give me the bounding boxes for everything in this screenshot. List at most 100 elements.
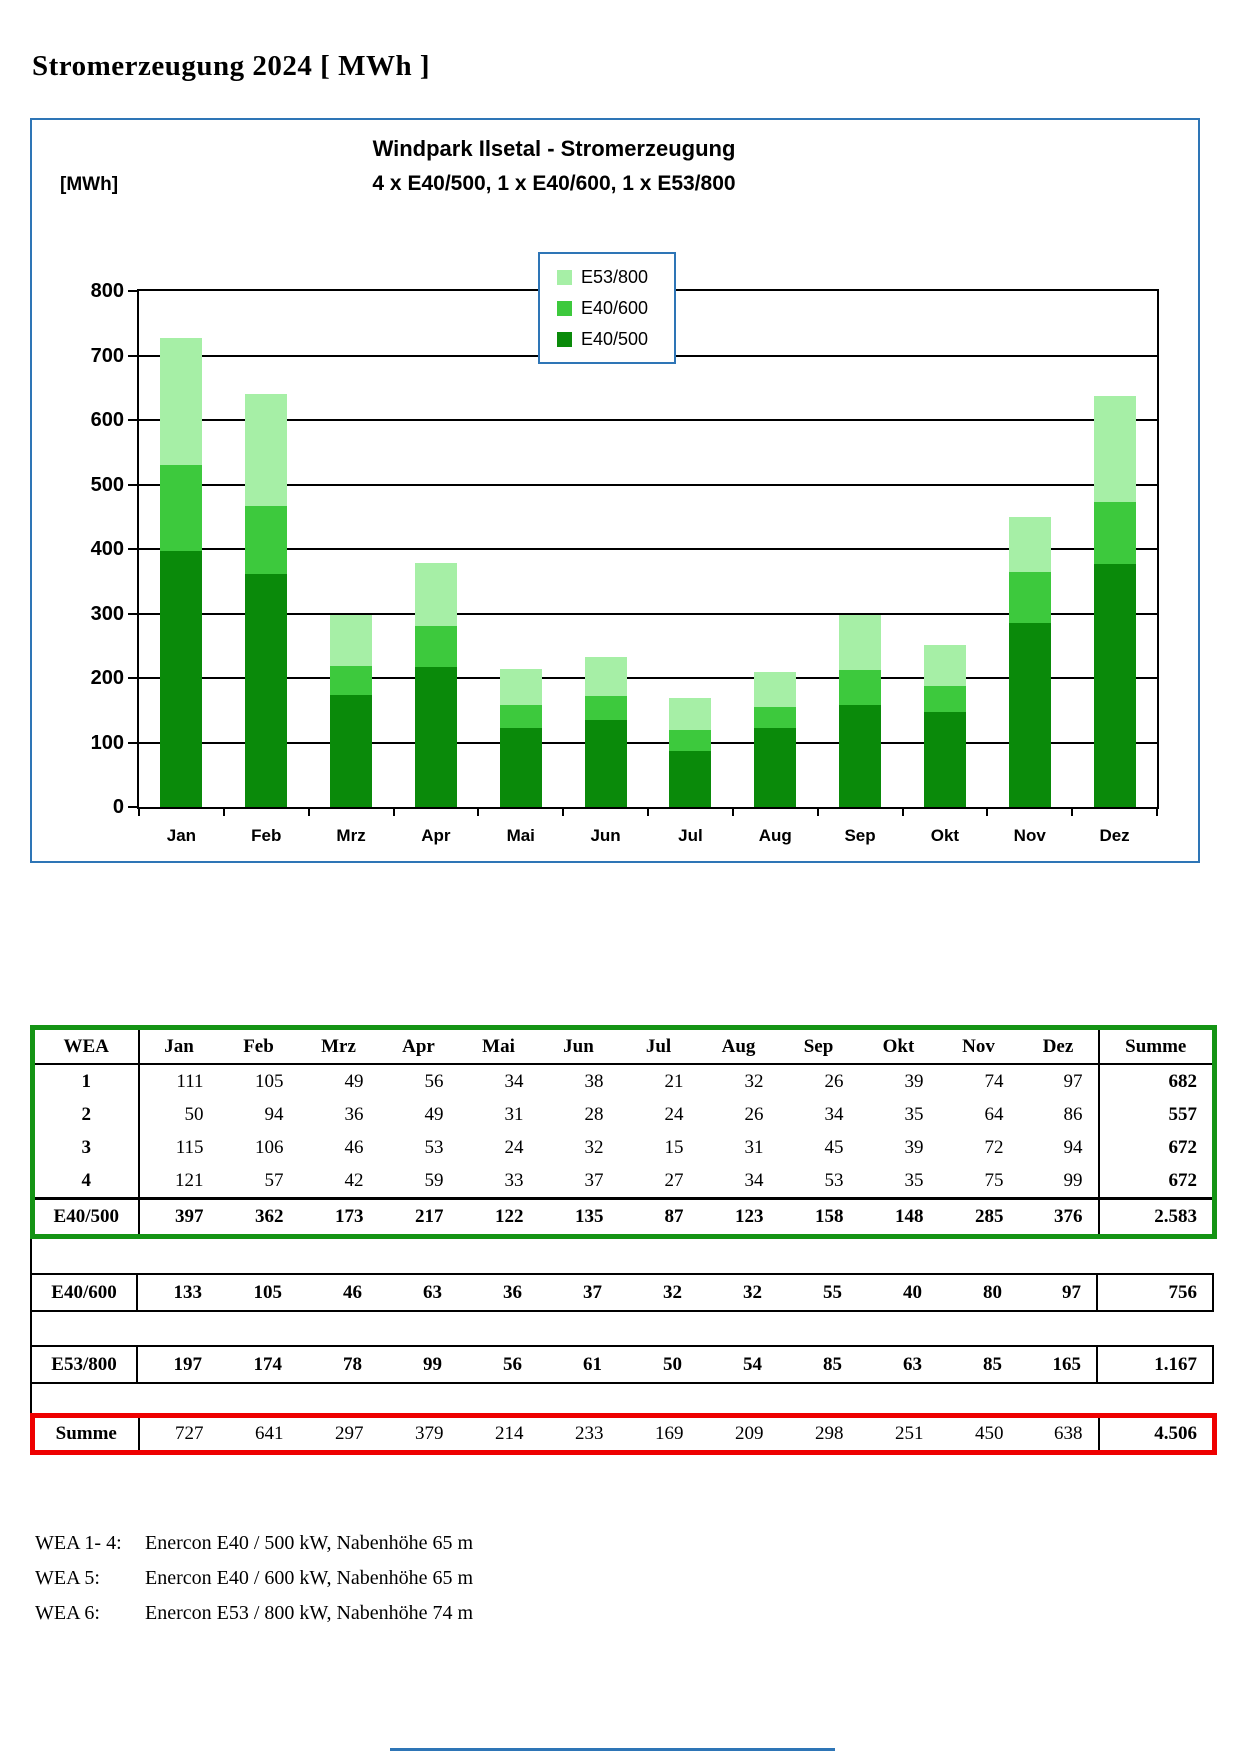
gridline [139,612,1157,615]
x-axis-tick [1071,809,1074,816]
value-cell: 26 [744,1103,764,1125]
y-axis-tick [128,483,137,486]
footnote-text: Enercon E53 / 800 kW, Nabenhöhe 74 m [145,1602,474,1624]
value-cell: Apr [378,1027,459,1065]
x-axis-label-nov: Nov [1013,826,1046,845]
x-axis-label-jan: Jan [166,826,197,845]
value-cell: 63 [423,1281,442,1303]
row-label-cell: E40/600 [31,1274,138,1311]
value-cell: 197 [173,1353,203,1375]
footnote-label: WEA 1- 4: [35,1532,122,1554]
value-cell: 285 [938,1197,1019,1237]
value-cell: 298 [815,1423,844,1444]
gridline [139,677,1157,679]
bar-segment-e40-600-mai [499,705,542,729]
value-cell: 26 [824,1070,844,1092]
bar-segment-e40-500-jun [584,719,627,807]
value-cell: 49 [344,1070,364,1092]
value-cell: 251 [895,1423,924,1444]
x-axis-label-apr: Apr [421,826,451,845]
value-cell: 209 [735,1423,764,1444]
bar-segment-e40-600-apr [414,626,457,668]
value-cell: 32 [743,1281,762,1303]
value-cell: 33 [504,1169,524,1191]
value-cell: 35 [904,1103,924,1125]
value-cell: 32 [744,1070,764,1092]
chart-legend: E53/800 E40/600 E40/500 [538,252,676,364]
y-axis-label: 0 [112,796,124,818]
bar-segment-e53-800-okt [923,645,966,686]
value-cell: 174 [253,1353,283,1375]
x-axis-label-jun: Jun [590,826,621,845]
value-cell: 55 [823,1281,842,1303]
x-axis-label-aug: Aug [758,826,792,845]
sum-cell: 682 [1097,1064,1215,1098]
value-cell: 64 [984,1103,1004,1125]
x-axis-tick [901,809,904,816]
legend-item-e40-600: E40/600 [557,293,674,324]
table-connector-line [30,1312,32,1345]
y-axis-tick [128,741,137,744]
legend-swatch-icon [557,332,572,347]
value-cell: 32 [584,1136,604,1158]
value-cell: 39 [904,1136,924,1158]
x-axis-label-dez: Dez [1099,826,1130,845]
value-cell: 53 [424,1136,444,1158]
bar-segment-e40-600-jul [669,730,712,751]
bar-segment-e40-600-dez [1093,501,1136,565]
y-axis-tick [128,806,137,808]
bar-segment-e53-800-dez [1093,395,1136,502]
value-cell: 59 [424,1169,444,1191]
bar-segment-e40-500-mai [499,728,542,807]
legend-item-e53-800: E53/800 [557,262,674,293]
plot-area [137,289,1159,809]
value-cell: 37 [584,1169,604,1191]
value-cell: 397 [138,1197,219,1237]
value-cell: 49 [424,1103,444,1125]
value-cell: 133 [173,1281,203,1303]
table-connector-line [30,1239,32,1273]
x-axis-tick [562,809,565,816]
sum-cell: Summe [1097,1027,1215,1065]
value-cell: 39 [904,1070,924,1092]
value-cell: 42 [344,1169,364,1191]
footnote-label: WEA 5: [35,1567,100,1589]
value-cell: 21 [664,1070,684,1092]
e53-800-row: E53/800 197 174 78 99 56 61 50 54 85 63 85 165 1.167 [31,1346,1213,1383]
bar-segment-e40-600-okt [923,685,966,712]
value-cell: 54 [743,1353,762,1375]
value-cell: 105 [255,1070,284,1092]
page-title: Stromerzeugung 2024 [ MWh ] [32,50,430,82]
legend-swatch-icon [557,301,572,316]
value-cell: 111 [176,1070,204,1092]
row-label-cell: E53/800 [31,1346,138,1383]
footnote-label: WEA 6: [35,1602,100,1624]
y-axis-tick [128,354,137,357]
value-cell: 233 [575,1423,604,1444]
value-cell: 32 [663,1281,682,1303]
wea-row-1: 1 111 105 49 56 34 38 21 32 26 39 74 97 682 [32,1064,1215,1098]
value-cell: 169 [655,1423,684,1444]
bar-segment-e40-500-mrz [330,695,373,807]
bar-segment-e40-500-apr [414,667,457,807]
value-cell: 31 [504,1103,524,1125]
e40-500-total-row: E40/500 397 362 173 217 122 135 87 123 158 148 285 3… [32,1197,1215,1237]
value-cell: 53 [824,1169,844,1191]
x-axis-tick [816,809,819,816]
value-cell: 94 [264,1103,284,1125]
legend-swatch-icon [557,270,572,285]
x-axis-tick [222,809,225,816]
row-label-cell: Summe [32,1415,140,1453]
value-cell: 165 [1052,1353,1082,1375]
value-cell: Nov [938,1027,1019,1065]
y-axis-label: 200 [90,667,124,689]
sum-cell: 672 [1097,1131,1215,1164]
gridline [139,483,1157,486]
value-cell: Jun [538,1027,619,1065]
value-cell: 99 [1063,1169,1083,1191]
value-cell: 34 [744,1169,764,1191]
value-cell: Jul [618,1027,699,1065]
y-axis-tick [128,290,137,292]
x-axis-label-okt: Okt [930,826,960,845]
chart-panel: Windpark Ilsetal - Stromerzeugung 4 x E4… [30,118,1200,863]
